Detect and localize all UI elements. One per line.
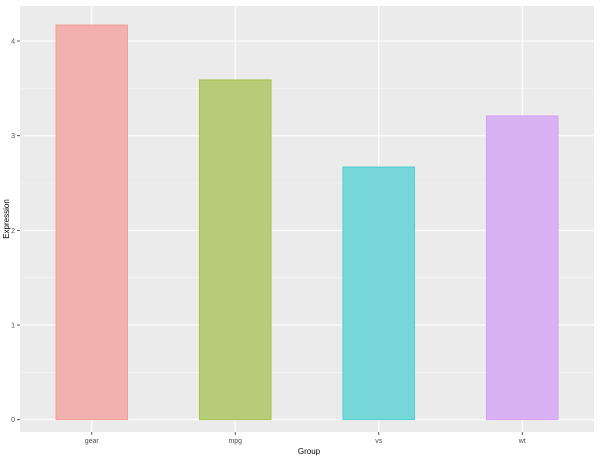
bar-mpg bbox=[198, 79, 272, 421]
x-axis-ticks: gear mpg vs wt bbox=[85, 432, 526, 445]
x-tick-label: wt bbox=[518, 438, 526, 445]
x-tick-label: mpg bbox=[228, 438, 242, 445]
y-tick-label: 0 bbox=[11, 417, 15, 424]
bar-gear bbox=[55, 24, 129, 421]
x-tick-label: gear bbox=[85, 438, 100, 445]
y-tick-label: 2 bbox=[11, 228, 15, 235]
y-tick-label: 4 bbox=[11, 39, 15, 46]
bar-vs bbox=[342, 166, 416, 421]
x-tick-label: vs bbox=[375, 438, 383, 445]
y-tick-label: 3 bbox=[11, 133, 15, 140]
bar-wt bbox=[485, 115, 559, 421]
y-axis-ticks: 0 1 2 3 4 bbox=[11, 39, 20, 424]
y-tick-label: 1 bbox=[11, 323, 15, 330]
y-axis-title: Expression bbox=[2, 199, 11, 239]
bars bbox=[55, 24, 559, 421]
x-axis-title: Group bbox=[298, 447, 321, 456]
